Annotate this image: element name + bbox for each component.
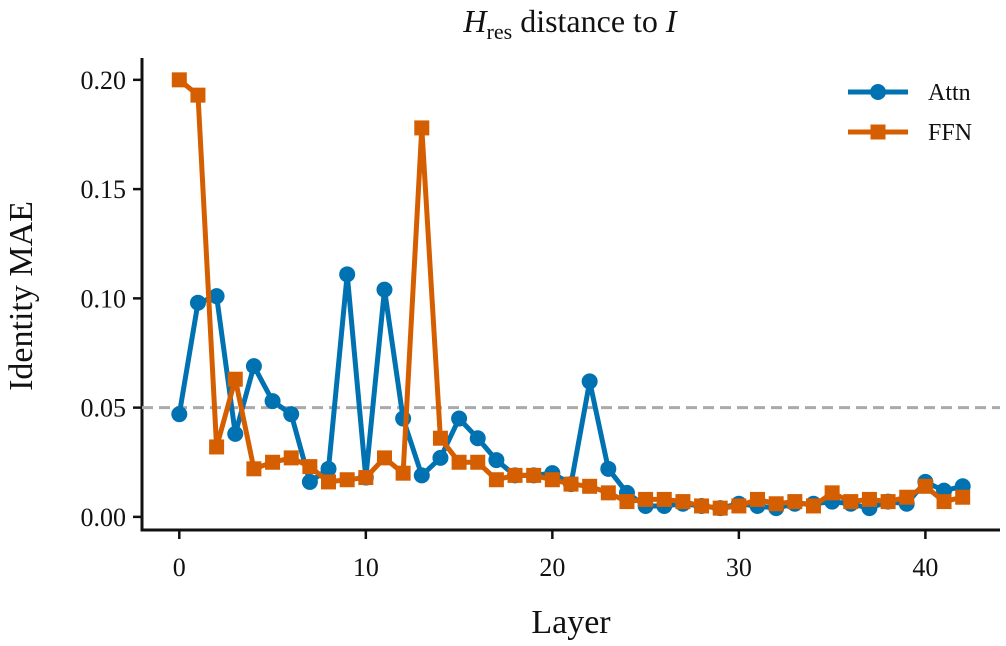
y-tick-label: 0.05 — [81, 394, 127, 423]
y-tick-label: 0.20 — [81, 66, 127, 95]
legend-marker-ffn — [870, 124, 886, 140]
data-point-ffn — [880, 494, 896, 510]
legend-label-attn: Attn — [928, 80, 971, 106]
data-point-ffn — [339, 472, 355, 488]
data-point-ffn — [321, 474, 337, 490]
data-point-attn — [208, 288, 225, 305]
data-point-attn — [451, 410, 468, 427]
data-point-ffn — [694, 498, 710, 514]
legend-label-ffn: FFN — [928, 120, 972, 146]
data-point-ffn — [209, 439, 225, 455]
data-point-ffn — [600, 485, 616, 501]
data-point-ffn — [619, 494, 635, 510]
data-point-ffn — [395, 465, 411, 481]
data-point-ffn — [470, 454, 486, 470]
data-point-attn — [581, 373, 598, 390]
data-point-ffn — [544, 472, 560, 488]
data-point-ffn — [302, 459, 318, 475]
chart-title: Hres distance to I — [462, 3, 678, 44]
data-point-ffn — [358, 470, 374, 486]
y-tick-label: 0.15 — [81, 175, 127, 204]
data-point-attn — [600, 460, 617, 477]
data-point-ffn — [414, 120, 430, 136]
data-point-attn — [264, 393, 281, 410]
legend: Attn FFN — [848, 80, 972, 146]
chart-title-main: H — [462, 3, 488, 39]
data-point-ffn — [936, 494, 952, 510]
data-point-attn — [189, 294, 206, 311]
data-point-ffn — [731, 498, 747, 514]
data-point-attn — [488, 452, 505, 469]
x-axis-title: Layer — [531, 604, 611, 641]
data-point-ffn — [526, 467, 542, 483]
data-point-attn — [320, 460, 337, 477]
data-point-ffn — [507, 467, 523, 483]
y-axis-title: Identity MAE — [3, 201, 40, 391]
x-tick-label: 30 — [726, 553, 752, 582]
chart-title-subscript: res — [487, 19, 513, 44]
y-tick-label: 0.10 — [81, 284, 127, 313]
data-point-attn — [432, 449, 449, 466]
data-point-ffn — [488, 472, 504, 488]
data-point-attn — [301, 473, 318, 490]
data-point-ffn — [638, 491, 654, 507]
data-point-ffn — [563, 476, 579, 492]
data-point-ffn — [171, 72, 187, 88]
data-point-attn — [376, 281, 393, 298]
data-point-ffn — [787, 494, 803, 510]
data-point-ffn — [843, 494, 859, 510]
data-point-ffn — [432, 430, 448, 446]
data-point-attn — [469, 430, 486, 447]
data-point-ffn — [768, 496, 784, 512]
data-point-ffn — [955, 489, 971, 505]
data-point-attn — [227, 425, 244, 442]
data-point-ffn — [265, 454, 281, 470]
x-tick-label: 10 — [353, 553, 379, 582]
data-point-ffn — [227, 371, 243, 387]
chart-title-rest: distance to — [512, 3, 666, 39]
x-tick-label: 0 — [173, 553, 186, 582]
legend-marker-attn — [870, 84, 886, 100]
data-point-attn — [171, 406, 188, 423]
series-line-attn — [176, 271, 964, 511]
data-point-ffn — [861, 491, 877, 507]
data-point-attn — [283, 406, 300, 423]
data-point-ffn — [246, 461, 262, 477]
data-point-ffn — [190, 87, 206, 103]
data-point-attn — [245, 358, 262, 375]
data-point-ffn — [917, 478, 933, 494]
y-tick-label: 0.00 — [81, 503, 127, 532]
chart-title-italic-tail: I — [665, 3, 678, 39]
data-point-ffn — [824, 485, 840, 501]
data-point-attn — [413, 467, 430, 484]
data-point-ffn — [376, 450, 392, 466]
data-point-ffn — [712, 500, 728, 516]
x-tick-label: 40 — [912, 553, 938, 582]
data-point-attn — [339, 266, 356, 283]
data-point-ffn — [675, 494, 691, 510]
data-point-ffn — [451, 454, 467, 470]
data-point-ffn — [805, 498, 821, 514]
data-point-ffn — [582, 478, 598, 494]
data-point-ffn — [656, 491, 672, 507]
x-tick-label: 20 — [539, 553, 565, 582]
data-point-ffn — [750, 491, 766, 507]
data-point-ffn — [899, 489, 915, 505]
plot-area: 0 10 20 30 40 0.00 0.05 0.10 0.15 0.20 Attn FFN — [81, 58, 1000, 582]
data-point-ffn — [283, 450, 299, 466]
